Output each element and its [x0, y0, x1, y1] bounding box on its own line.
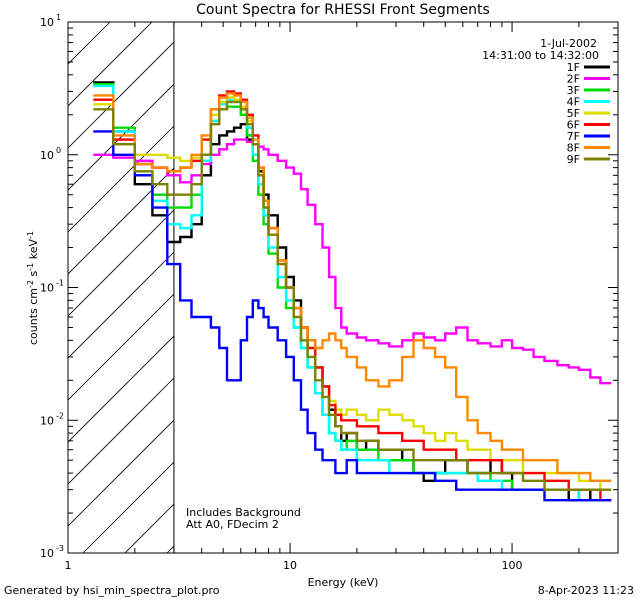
legend-label: 7F	[567, 130, 580, 143]
legend-label: 1F	[567, 61, 580, 74]
y-label-part: keV	[27, 239, 40, 263]
time-range-label: 14:31:00 to 14:32:00	[482, 49, 599, 62]
series-1f	[93, 81, 612, 502]
y-axis-label: counts cm-2 s-1 keV-1	[26, 231, 40, 345]
hatch-line	[68, 251, 174, 359]
legend-label: 3F	[567, 84, 580, 97]
y-tick-label: 10	[40, 16, 54, 29]
series-8f	[93, 92, 612, 482]
y-tick-label: 10	[40, 149, 54, 162]
y-tick-exponent: 0	[56, 146, 61, 155]
y-tick-exponent: 1	[56, 13, 61, 22]
y-label-exp: -2	[26, 280, 35, 288]
hatch-line	[68, 209, 174, 317]
y-tick-exponent: -2	[56, 411, 64, 420]
annotation-background: Includes Background	[186, 506, 301, 519]
legend-label: 8F	[567, 142, 580, 155]
legend-label: 9F	[567, 153, 580, 166]
x-tick-label: 100	[502, 559, 523, 572]
y-label-part: counts cm	[27, 288, 40, 345]
hatch-line	[68, 83, 174, 191]
x-tick-label: 10	[283, 559, 297, 572]
series-lines	[93, 81, 612, 502]
legend-label: 6F	[567, 119, 580, 132]
y-label-exp: -1	[26, 263, 35, 271]
annotation-attenuator: Att A0, FDecim 2	[186, 518, 279, 531]
series-7f	[93, 130, 612, 502]
y-tick-label: 10	[40, 282, 54, 295]
series-3f	[93, 83, 612, 502]
series-5f	[93, 96, 612, 491]
hatch-line	[68, 22, 111, 65]
series-4f	[93, 84, 612, 502]
legend-label: 5F	[567, 107, 580, 120]
hatch-line	[68, 377, 174, 485]
y-label-part: s	[27, 270, 40, 279]
footer-timestamp: 8-Apr-2023 11:23	[537, 584, 634, 597]
footer-generator: Generated by hsi_min_spectra_plot.pro	[4, 584, 220, 597]
series-9f	[93, 100, 612, 491]
y-tick-exponent: -1	[56, 279, 64, 288]
y-tick-label: 10	[40, 414, 54, 427]
hatch-line	[68, 419, 174, 527]
chart-title: Count Spectra for RHESSI Front Segments	[196, 2, 490, 18]
series-6f	[93, 90, 612, 502]
hatch-line	[82, 461, 174, 553]
x-axis-label: Energy (keV)	[308, 576, 379, 589]
y-label-exp: -1	[26, 231, 35, 239]
legend-label: 4F	[567, 96, 580, 109]
series-2f	[93, 138, 612, 385]
y-tick-label: 10	[40, 547, 54, 560]
date-label: 1-Jul-2002	[540, 37, 597, 50]
x-tick-label: 1	[65, 559, 72, 572]
y-tick-exponent: -3	[56, 544, 64, 553]
legend-label: 2F	[567, 73, 580, 86]
